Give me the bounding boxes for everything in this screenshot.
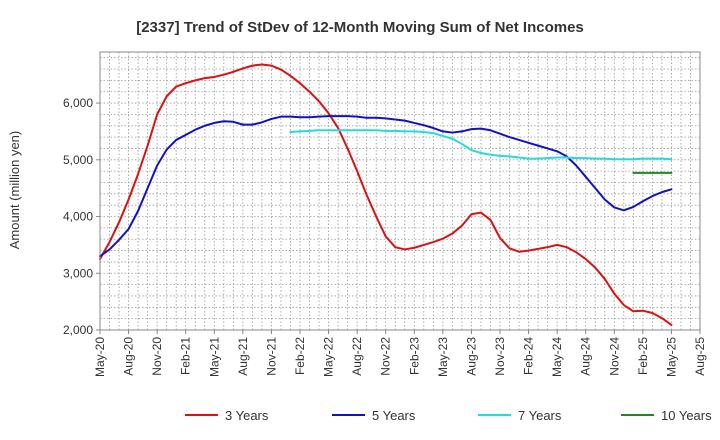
x-tick-label: Aug-22 (350, 337, 364, 376)
x-tick-label: May-24 (550, 337, 564, 377)
axes: 2,000 3,000 4,000 5,000 6,000 May-20 Aug-20 Nov… (63, 51, 707, 377)
x-tick-label: Nov-23 (493, 337, 507, 376)
x-tick-label: Aug-20 (122, 337, 136, 376)
x-tick-label: May-23 (436, 337, 450, 377)
x-tick-label: Nov-21 (264, 337, 278, 376)
x-tick-label: Feb-25 (636, 337, 650, 375)
legend-item-3-years: 3 Years (185, 408, 269, 423)
series-line-5-years (99, 115, 673, 258)
x-tick-label: Feb-24 (522, 337, 536, 375)
x-tick-label: Aug-21 (236, 337, 250, 376)
y-tick-label: 5,000 (63, 153, 93, 167)
plot-frame (99, 51, 701, 331)
plot-area (100, 52, 700, 330)
x-tick-label: Aug-23 (464, 337, 478, 376)
x-tick-label: Aug-25 (693, 337, 707, 376)
series-group (99, 63, 673, 326)
series-line-3-years (99, 63, 673, 326)
legend-item-5-years: 5 Years (332, 408, 416, 423)
x-tick-label: May-22 (322, 337, 336, 377)
x-tick-label: Feb-22 (293, 337, 307, 375)
x-tick-label: Nov-22 (379, 337, 393, 376)
legend: 3 Years 5 Years 7 Years 10 Years (185, 408, 712, 423)
x-tick-label: Feb-23 (407, 337, 421, 375)
y-axis-label: Amount (million yen) (7, 131, 22, 250)
legend-label: 10 Years (661, 408, 712, 423)
x-tick-label: May-21 (207, 337, 221, 377)
legend-item-10-years: 10 Years (621, 408, 712, 423)
grid (99, 52, 701, 331)
legend-label: 7 Years (518, 408, 562, 423)
series-line-7-years (289, 129, 673, 161)
legend-item-7-years: 7 Years (478, 408, 562, 423)
x-tick-label: Aug-24 (579, 337, 593, 376)
y-tick-label: 6,000 (63, 96, 93, 110)
x-tick-label: Nov-20 (150, 337, 164, 376)
legend-label: 5 Years (372, 408, 416, 423)
x-tick-label: May-20 (93, 337, 107, 377)
y-tick-label: 3,000 (63, 266, 93, 280)
x-tick-label: Nov-24 (607, 337, 621, 376)
x-tick-label: May-25 (664, 337, 678, 377)
y-tick-label: 2,000 (63, 323, 93, 337)
legend-label: 3 Years (225, 408, 269, 423)
chart-title: [2337] Trend of StDev of 12-Month Moving… (136, 19, 584, 36)
x-tick-label: Feb-21 (179, 337, 193, 375)
y-tick-label: 4,000 (63, 210, 93, 224)
